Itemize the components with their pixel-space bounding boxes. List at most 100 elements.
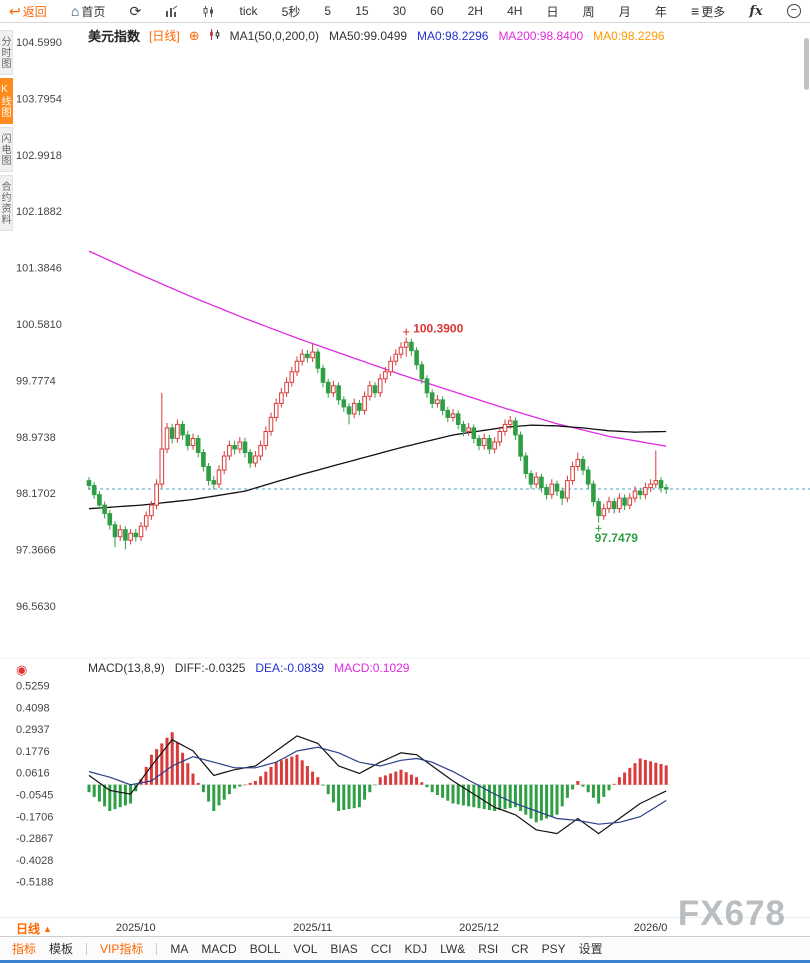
svg-text:97.7479: 97.7479: [595, 531, 639, 545]
ma-values: MA1(50,0,200,0) MA50:99.0499 MA0:98.2296 MA…: [230, 29, 665, 43]
svg-text:0.4098: 0.4098: [16, 702, 50, 714]
refresh-icon: ⟳: [129, 3, 142, 19]
tab-contract-info[interactable]: 合约资料: [0, 175, 13, 231]
tab-time-chart[interactable]: 分时图: [0, 30, 13, 75]
interval-year-button[interactable]: 年: [655, 3, 667, 20]
svg-text:98.1702: 98.1702: [16, 488, 56, 500]
bottom-toolbar: 指标 模板 VIP指标 MA MACD BOLL VOL BIAS CCI KDJ LW& RSI CR…: [0, 936, 810, 960]
period-selector-button[interactable]: 日线 ▲: [16, 920, 52, 937]
interval-week-button-label: 周: [582, 4, 595, 19]
macd-value-0: MACD(13,8,9): [88, 661, 165, 675]
indicator-kdj[interactable]: KDJ: [404, 941, 428, 956]
chart-type-sidebar: 分时图 K线图闪电图合约资料: [0, 30, 14, 231]
main-y-axis: 104.5990 103.7954 102.9918 102.1882 101.3846…: [16, 37, 62, 613]
up-triangle-icon: ▲: [43, 923, 52, 934]
interval-tick-button-label: tick: [239, 4, 258, 18]
interval-30m-button-label: 30: [392, 4, 407, 18]
indicator-boll[interactable]: BOLL: [249, 941, 281, 956]
back-icon: ↩: [9, 3, 21, 19]
candle-style-button[interactable]: [202, 5, 215, 18]
interval-60m-button-label: 60: [430, 4, 444, 18]
interval-60m-button[interactable]: 60: [430, 4, 443, 18]
home-icon: ⌂: [70, 3, 80, 19]
settings-button[interactable]: 设置: [578, 942, 603, 956]
price-annotation: 97.7479: [595, 524, 639, 545]
svg-text:-0.1706: -0.1706: [16, 811, 53, 823]
interval-day-button[interactable]: 日: [547, 3, 559, 20]
main-chart-legend: 美元指数 [日线] ⊕ MA1(50,0,200,0) MA50:99.0499 M…: [88, 26, 665, 45]
indicator-ma[interactable]: MA: [170, 941, 189, 956]
back-button-label: 返回: [22, 4, 47, 19]
period-selector-label: 日线: [16, 922, 41, 936]
scrollbar-thumb[interactable]: [804, 38, 809, 90]
interval-15m-button[interactable]: 15: [355, 4, 368, 18]
svg-text:0.1776: 0.1776: [16, 746, 50, 758]
macd-value-2: DEA:-0.0839: [255, 661, 325, 675]
refresh-button[interactable]: ⟳: [129, 4, 141, 18]
indicator-cci[interactable]: CCI: [370, 941, 392, 956]
volume-chart-button[interactable]: [165, 5, 178, 18]
add-indicator-icon[interactable]: ⊕: [188, 27, 200, 43]
more-button[interactable]: ≡ 更多: [691, 3, 725, 20]
indicator-macd[interactable]: MACD: [201, 941, 237, 956]
interval-2h-button[interactable]: 2H: [468, 4, 483, 18]
interval-30m-button[interactable]: 30: [393, 4, 406, 18]
svg-text:100.5810: 100.5810: [16, 319, 62, 331]
watermark: FX678: [677, 894, 786, 933]
interval-5s-button[interactable]: 5秒: [282, 3, 301, 20]
svg-text:2025/10: 2025/10: [116, 922, 156, 934]
interval-4h-button[interactable]: 4H: [507, 4, 522, 18]
home-button[interactable]: ⌂ 首页: [71, 3, 105, 20]
svg-text:2026/0: 2026/0: [634, 922, 668, 934]
svg-text:99.7774: 99.7774: [16, 375, 56, 387]
tab-candle-chart[interactable]: K线图: [0, 78, 13, 124]
interval-4h-button-label: 4H: [507, 4, 523, 18]
svg-text:102.1882: 102.1882: [16, 206, 62, 218]
interval-5m-button-label: 5: [324, 4, 332, 18]
svg-text:101.3846: 101.3846: [16, 263, 62, 275]
top-toolbar: ↩ 返回 ⌂ 首页 ⟳ tick 5秒 5 15 30 60 2H 4H 日 周 月 年 ≡ 更多 fx −: [0, 0, 810, 23]
macd-pane: [87, 732, 670, 835]
svg-text:102.9918: 102.9918: [16, 150, 62, 162]
ma-indicator-icon: [209, 28, 221, 43]
svg-text:-0.5188: -0.5188: [16, 877, 53, 889]
price-chart-canvas[interactable]: 104.5990 103.7954 102.9918 102.1882 101.3846…: [0, 23, 810, 936]
svg-text:0.0616: 0.0616: [16, 768, 50, 780]
interval-month-button[interactable]: 月: [619, 3, 631, 20]
interval-year-button-label: 年: [654, 4, 667, 19]
home-button-label: 首页: [81, 4, 106, 19]
indicator-vol[interactable]: VOL: [293, 941, 318, 956]
zoom-out-button[interactable]: −: [786, 4, 801, 18]
indicator-settings-icon[interactable]: ◉: [16, 662, 28, 677]
back-button[interactable]: ↩ 返回: [9, 3, 47, 20]
diff-line: [88, 735, 667, 835]
svg-text:100.3900: 100.3900: [413, 321, 463, 335]
indicator-rsi[interactable]: RSI: [478, 941, 499, 956]
svg-text:0.2937: 0.2937: [16, 724, 50, 736]
ma-value-3: MA200:98.8400: [498, 28, 584, 43]
x-axis: 2025/10 2025/11 2025/12 2026/0: [116, 922, 668, 934]
formula-button[interactable]: fx: [749, 4, 762, 19]
symbol-name: 美元指数: [88, 29, 141, 44]
tab-templates[interactable]: 模板: [49, 942, 74, 956]
macd-values: MACD(13,8,9) DIFF:-0.0325 DEA:-0.0839 MACD:…: [88, 661, 409, 675]
interval-tick-button[interactable]: tick: [240, 4, 258, 18]
divider: [156, 942, 158, 955]
price-annotation: 100.3900: [403, 321, 464, 336]
tab-indicators[interactable]: 指标: [12, 942, 37, 956]
interval-week-button[interactable]: 周: [583, 3, 595, 20]
menu-icon: ≡: [691, 3, 700, 19]
ma-value-1: MA50:99.0499: [328, 28, 408, 43]
svg-text:2025/11: 2025/11: [293, 922, 332, 934]
svg-text:2025/12: 2025/12: [459, 922, 499, 934]
indicator-bias[interactable]: BIAS: [330, 941, 358, 956]
indicator-cr[interactable]: CR: [511, 941, 529, 956]
indicator-lwr[interactable]: LW&: [440, 941, 466, 956]
indicator-psy[interactable]: PSY: [541, 941, 566, 956]
svg-text:-0.4028: -0.4028: [16, 855, 53, 867]
tab-flash-chart[interactable]: 闪电图: [0, 127, 13, 172]
tab-vip-indicators[interactable]: VIP指标: [100, 942, 144, 956]
ma50-line: [88, 424, 667, 510]
interval-5m-button[interactable]: 5: [324, 4, 331, 18]
